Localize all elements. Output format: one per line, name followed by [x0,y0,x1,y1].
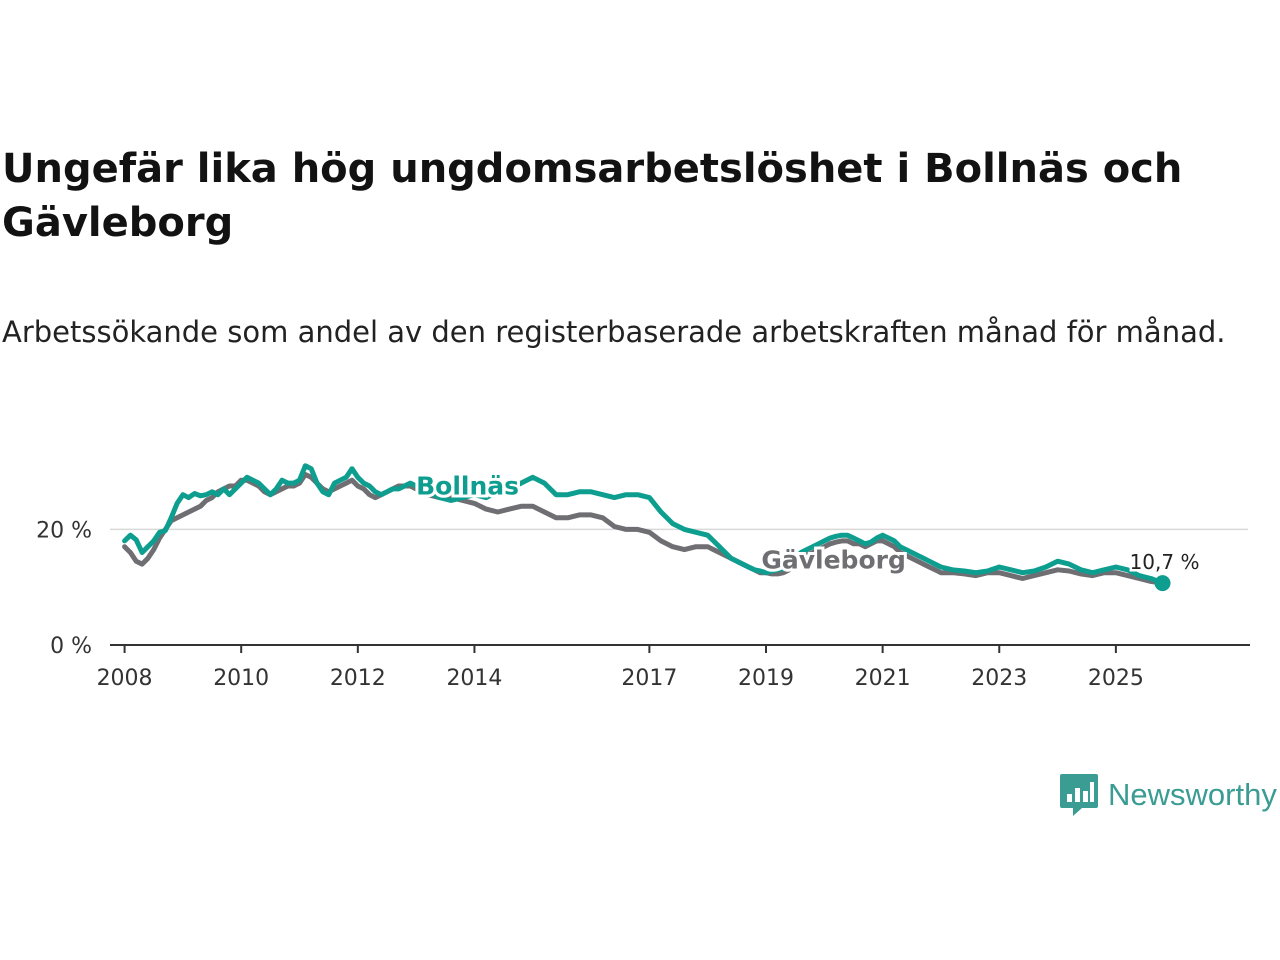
newsworthy-logo-icon [1060,774,1098,816]
series-line-bollnas [122,463,1165,586]
series-label-gavleborg: Gävleborg [761,546,906,575]
end-value-label: 10,7 % [1130,550,1200,574]
line-chart: 2008 2010 2012 2014 2017 2019 2021 2023 2025 0 %… [36,463,1250,691]
series-lines [122,463,1165,586]
x-tick-label: 2010 [213,666,269,691]
series-label-bollnas: Bollnäs [416,472,519,501]
x-tick-label: 2012 [330,666,386,691]
chart-title: Ungefär lika hög ungdomsarbetslöshet i B… [2,146,1183,246]
labels: 0 % 20 % Bollnäs Gävleborg 10,7 % [36,469,1202,659]
newsworthy-logo-text: Newsworthy [1108,777,1277,812]
x-tick-label: 2014 [446,666,502,691]
x-tick-label: 2008 [97,666,153,691]
y-tick-label: 20 % [36,518,92,543]
series-line-gavleborg [122,472,1165,586]
newsworthy-logo: Newsworthy [1058,772,1277,818]
x-axis: 2008 2010 2012 2014 2017 2019 2021 2023 2025 [97,644,1250,691]
y-tick-label: 0 % [50,634,92,659]
x-tick-label: 2021 [855,666,911,691]
x-tick-label: 2023 [971,666,1027,691]
end-point-marker [1154,575,1171,592]
x-tick-label: 2025 [1088,666,1144,691]
x-tick-label: 2019 [738,666,794,691]
chart-subtitle: Arbetssökande som andel av den registerb… [2,315,1226,349]
x-tick-label: 2017 [621,666,677,691]
